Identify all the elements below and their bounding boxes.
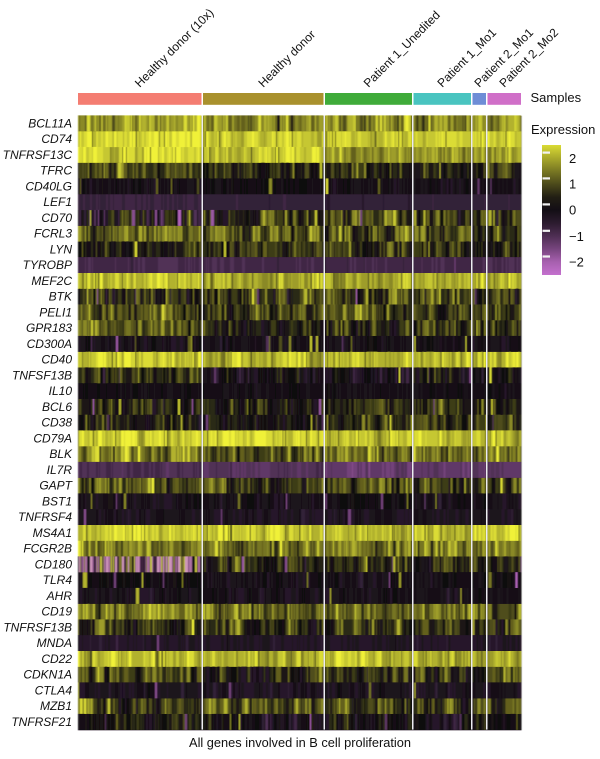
svg-text:CD40: CD40: [41, 353, 72, 367]
svg-text:Expression: Expression: [531, 122, 595, 137]
svg-text:CD40LG: CD40LG: [25, 180, 72, 194]
svg-text:−2: −2: [569, 255, 584, 270]
svg-text:BTK: BTK: [49, 290, 73, 304]
svg-text:AHR: AHR: [46, 589, 73, 603]
svg-text:TNFSF13B: TNFSF13B: [12, 369, 72, 383]
svg-text:−1: −1: [569, 229, 584, 244]
svg-text:BST1: BST1: [42, 495, 72, 509]
svg-text:MS4A1: MS4A1: [33, 526, 72, 540]
svg-text:TYROBP: TYROBP: [23, 258, 72, 272]
svg-text:IL10: IL10: [49, 384, 73, 398]
svg-text:FCGR2B: FCGR2B: [23, 542, 72, 556]
svg-text:TFRC: TFRC: [40, 164, 72, 178]
svg-text:IL7R: IL7R: [47, 463, 73, 477]
svg-text:CD22: CD22: [41, 652, 72, 666]
svg-text:CDKN1A: CDKN1A: [23, 668, 72, 682]
svg-text:CD79A: CD79A: [33, 432, 72, 446]
svg-text:LEF1: LEF1: [43, 195, 72, 209]
svg-text:0: 0: [569, 203, 576, 218]
svg-text:TNFRSF4: TNFRSF4: [18, 510, 72, 524]
svg-text:CD38: CD38: [41, 416, 72, 430]
svg-text:BCL11A: BCL11A: [28, 117, 72, 131]
svg-text:BCL6: BCL6: [42, 400, 72, 414]
svg-text:1: 1: [569, 177, 576, 192]
svg-text:Samples: Samples: [531, 90, 582, 105]
svg-text:CTLA4: CTLA4: [35, 684, 73, 698]
svg-text:PELI1: PELI1: [39, 306, 72, 320]
svg-text:GPR183: GPR183: [26, 321, 72, 335]
svg-text:TNFRSF13C: TNFRSF13C: [3, 148, 73, 162]
svg-text:LYN: LYN: [50, 243, 73, 257]
svg-text:GAPT: GAPT: [39, 479, 73, 493]
svg-text:FCRL3: FCRL3: [34, 227, 72, 241]
svg-text:CD70: CD70: [41, 211, 72, 225]
svg-text:MNDA: MNDA: [37, 636, 72, 650]
svg-text:CD74: CD74: [41, 132, 72, 146]
svg-text:All genes involved in B cell p: All genes involved in B cell proliferati…: [189, 735, 411, 750]
svg-text:BLK: BLK: [49, 447, 73, 461]
svg-text:2: 2: [569, 151, 576, 166]
svg-text:MZB1: MZB1: [40, 699, 72, 713]
svg-text:CD180: CD180: [35, 558, 73, 572]
svg-text:TNFRSF13B: TNFRSF13B: [3, 621, 72, 635]
svg-text:TLR4: TLR4: [43, 573, 73, 587]
svg-text:TNFRSF21: TNFRSF21: [11, 715, 72, 729]
svg-text:CD300A: CD300A: [27, 337, 72, 351]
svg-text:MEF2C: MEF2C: [31, 274, 72, 288]
svg-text:CD19: CD19: [41, 605, 72, 619]
